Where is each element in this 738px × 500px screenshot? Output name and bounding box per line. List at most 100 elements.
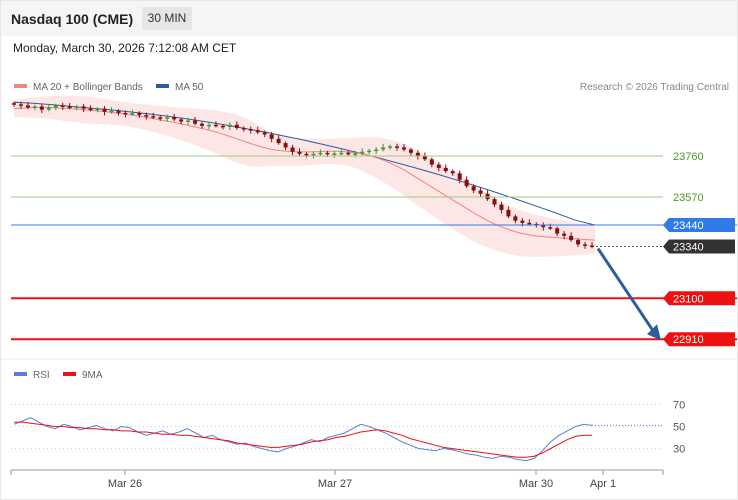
level-label-23340: 23340 — [673, 242, 704, 254]
candle-body — [220, 125, 225, 128]
candle-body — [276, 138, 281, 144]
x-axis: Mar 26 Mar 27 Mar 30 Apr 1 — [10, 470, 664, 490]
candle-body — [248, 129, 253, 131]
candle-body — [548, 227, 553, 229]
level-tag-23340 — [663, 239, 735, 254]
candle-body — [116, 110, 121, 113]
level-tag-23440 — [663, 218, 735, 232]
candle-body — [262, 132, 267, 135]
candle-body — [520, 220, 525, 223]
rsi-ma-line — [14, 421, 592, 458]
candle-body — [471, 186, 476, 191]
candle-body — [227, 124, 232, 127]
candle-body — [346, 152, 351, 155]
candle-body — [88, 108, 93, 111]
candle-body — [186, 120, 191, 122]
candle-body — [290, 147, 295, 152]
rsi-ma-legend-label: 9MA — [82, 370, 103, 381]
main-legend: MA 20 + Bollinger Bands MA 50 — [14, 82, 204, 93]
candle-body — [464, 179, 469, 187]
candle-body — [39, 106, 44, 110]
price-levels: 23760 23570 23440 23340 23100 22910 — [11, 151, 737, 347]
candle-body — [527, 222, 532, 225]
candle-body — [367, 150, 372, 153]
candle-body — [32, 106, 37, 108]
candle-body — [415, 152, 420, 157]
copyright-annotation: Research © 2026 Trading Central — [580, 82, 729, 93]
candle-body — [95, 108, 100, 111]
candle-body — [283, 143, 288, 148]
candle-body — [332, 153, 337, 155]
rsi-tick-50: 50 — [673, 422, 685, 434]
timeframe-button[interactable]: 30 MIN — [142, 7, 192, 30]
candle-body — [151, 116, 156, 118]
candle-body — [583, 244, 588, 246]
candle-body — [25, 105, 30, 108]
candle-body — [102, 108, 107, 112]
candle-body — [499, 204, 504, 210]
candle-body — [325, 152, 330, 155]
instrument-title: Nasdaq 100 (CME) — [11, 11, 134, 27]
level-tag-23100 — [663, 291, 735, 306]
candle-body — [541, 225, 546, 228]
candle-body — [562, 233, 567, 236]
candle-body — [311, 153, 316, 156]
candle-body — [137, 112, 142, 116]
candle-body — [485, 193, 490, 200]
candle-body — [123, 112, 128, 115]
candle-body — [360, 151, 365, 154]
x-tick-label: Mar 26 — [108, 478, 142, 490]
bollinger-band — [14, 95, 595, 257]
candle-body — [165, 117, 170, 119]
candle-body — [513, 216, 518, 221]
candle-body — [81, 106, 86, 109]
candle-body — [67, 106, 72, 108]
rsi-tick-30: 30 — [673, 444, 685, 456]
rsi-legend-swatch — [14, 372, 27, 376]
arrow-shaft — [596, 247, 658, 337]
header-bar — [1, 1, 737, 36]
rsi-legend-label: RSI — [33, 370, 50, 381]
candle-body — [144, 115, 149, 117]
candle-body — [388, 146, 393, 148]
main-plot-area — [12, 95, 596, 257]
x-tick-label: Mar 27 — [318, 478, 352, 490]
candle-body — [450, 171, 455, 174]
candle-body — [436, 164, 441, 168]
candle-body — [395, 146, 400, 148]
candle-body — [206, 124, 211, 127]
candle-body — [241, 128, 246, 130]
candle-body — [478, 190, 483, 194]
ma50-line — [13, 101, 596, 226]
candle-body — [429, 159, 434, 165]
candle-body — [18, 104, 23, 106]
candle-body — [555, 228, 560, 234]
x-tick-label: Apr 1 — [590, 478, 616, 490]
candle-body — [457, 173, 462, 180]
ma20-legend-swatch — [14, 84, 27, 88]
arrow-head — [647, 324, 661, 341]
ma20-legend-label: MA 20 + Bollinger Bands — [33, 82, 143, 93]
candle-body — [422, 156, 427, 160]
candle-body — [179, 119, 184, 122]
ma50-legend-swatch — [156, 84, 169, 88]
candle-body — [60, 105, 65, 107]
candle-body — [130, 112, 135, 115]
candle-body — [374, 149, 379, 152]
candle-body — [381, 147, 386, 150]
candle-body — [590, 245, 594, 247]
candle-body — [304, 153, 309, 156]
rsi-plot-area: 70 50 30 — [11, 400, 685, 462]
candle-body — [193, 120, 198, 124]
candle-body — [353, 153, 358, 155]
candle-body — [172, 117, 177, 120]
candle-body — [234, 124, 239, 129]
rsi-tick-70: 70 — [673, 400, 685, 412]
ma50-legend-label: MA 50 — [175, 82, 204, 93]
candle-body — [408, 149, 413, 153]
candle-body — [269, 134, 274, 139]
candle-body — [401, 147, 406, 150]
candle-body — [200, 123, 205, 126]
candle-body — [255, 130, 260, 133]
